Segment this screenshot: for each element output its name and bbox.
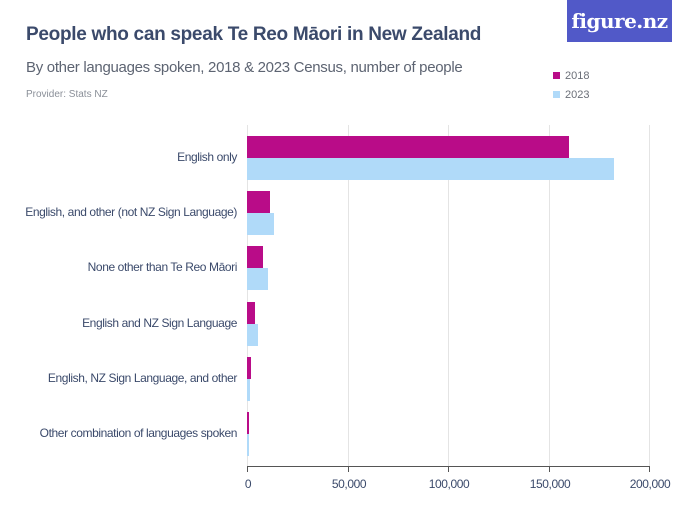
bar-2023 bbox=[247, 158, 615, 180]
bar-2018 bbox=[247, 136, 569, 158]
bar-2018 bbox=[247, 301, 255, 324]
bar-2018 bbox=[247, 246, 264, 269]
chart-title: People who can speak Te Reo Māori in New… bbox=[26, 24, 482, 45]
x-axis-tick bbox=[247, 466, 248, 472]
gridline bbox=[247, 125, 248, 466]
category-label: English only bbox=[177, 150, 237, 164]
gridline bbox=[649, 125, 650, 466]
category-label: None other than Te Reo Māori bbox=[87, 260, 238, 275]
legend-swatch-2018 bbox=[553, 72, 560, 79]
chart-subtitle: By other languages spoken, 2018 & 2023 C… bbox=[26, 59, 463, 76]
bar-2023 bbox=[247, 378, 251, 401]
bar-2018 bbox=[247, 356, 251, 379]
x-axis-tick-label: 0 bbox=[244, 477, 252, 491]
bar-2023 bbox=[247, 213, 274, 236]
x-axis-tick bbox=[348, 466, 349, 472]
gridline bbox=[348, 125, 349, 466]
category-label: English, and other (not NZ Sign Language… bbox=[25, 205, 237, 220]
legend-label: 2018 bbox=[565, 69, 590, 82]
gridline bbox=[448, 125, 449, 466]
x-axis-tick-label: 200,000 bbox=[629, 477, 671, 491]
x-axis-tick-label: 100,000 bbox=[428, 477, 470, 491]
provider-text: Provider: Stats NZ bbox=[26, 89, 108, 100]
bar-2018 bbox=[247, 191, 270, 214]
bar-2023 bbox=[247, 434, 249, 456]
bar-2023 bbox=[247, 323, 258, 346]
x-axis-tick-label: 150,000 bbox=[529, 477, 571, 491]
legend-item-2018: 2018 bbox=[553, 66, 589, 85]
legend: 2018 2023 bbox=[553, 66, 589, 104]
x-axis-tick bbox=[549, 466, 550, 472]
x-axis-tick bbox=[448, 466, 449, 472]
category-label: English and NZ Sign Language bbox=[82, 315, 237, 330]
x-axis-tick-label: 50,000 bbox=[331, 477, 367, 491]
category-label: Other combination of languages spoken bbox=[39, 426, 238, 440]
bar-2023 bbox=[247, 268, 268, 291]
legend-item-2023: 2023 bbox=[553, 85, 589, 104]
figure-nz-logo[interactable]: figure.nz bbox=[567, 0, 672, 42]
legend-swatch-2023 bbox=[553, 91, 560, 98]
category-label: English, NZ Sign Language, and other bbox=[47, 370, 237, 385]
bar-2018 bbox=[247, 412, 249, 434]
x-axis-tick bbox=[649, 466, 650, 472]
legend-label: 2023 bbox=[565, 88, 590, 101]
gridline bbox=[549, 125, 550, 466]
